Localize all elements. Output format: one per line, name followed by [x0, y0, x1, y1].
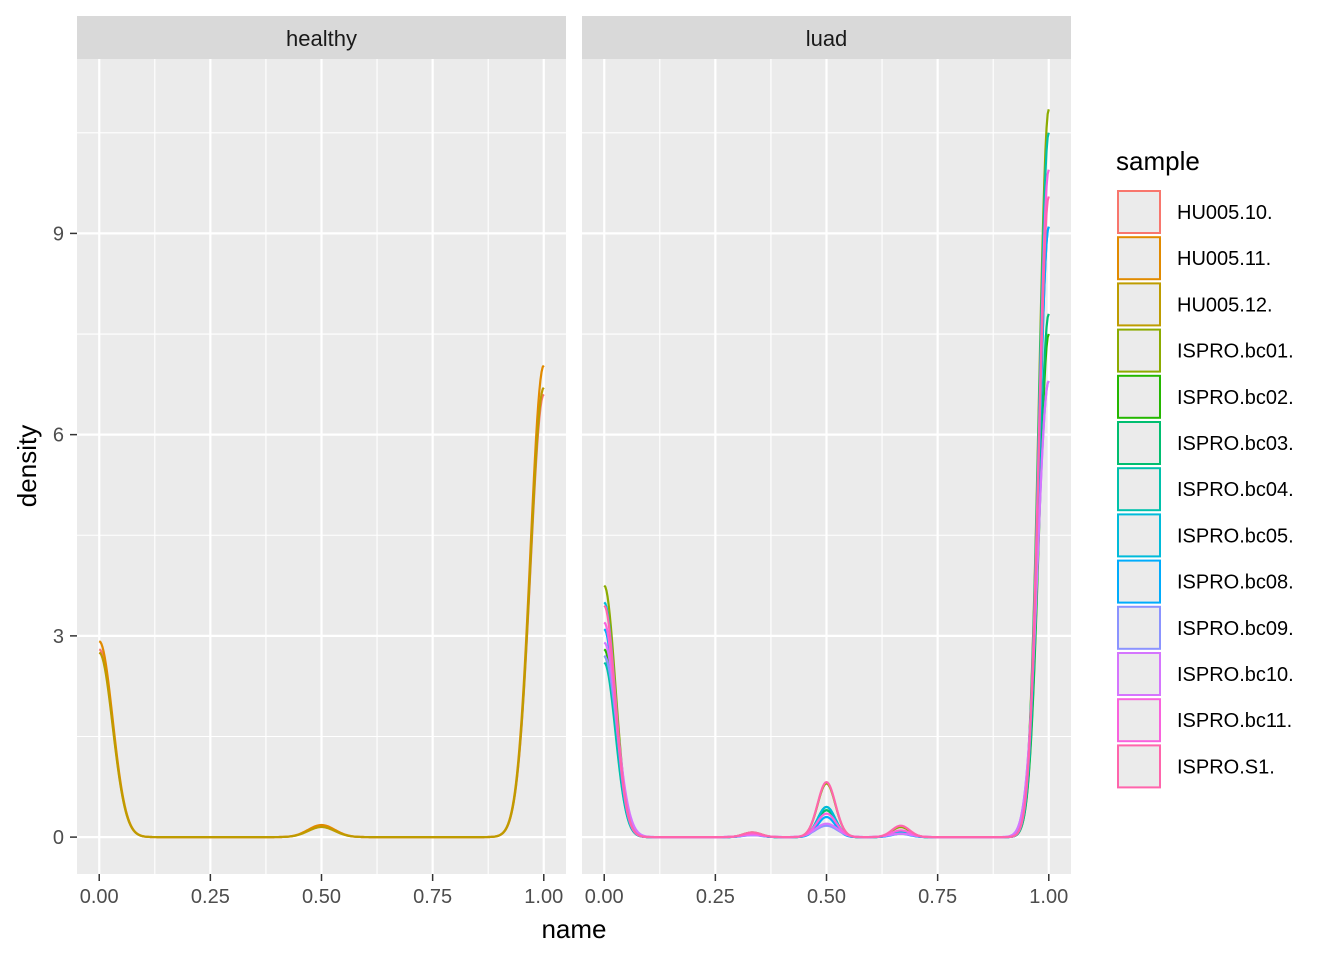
density-lines-luad — [603, 109, 1050, 839]
legend-key — [1117, 328, 1161, 373]
legend-key — [1117, 190, 1161, 234]
legend-label: HU005.11. — [1177, 248, 1271, 270]
legend-key — [1117, 652, 1161, 696]
y-tick-label: 6 — [53, 425, 64, 447]
legend-label: ISPRO.bc05. — [1177, 525, 1294, 547]
legend-key — [1117, 698, 1161, 743]
legend-key — [1117, 467, 1161, 512]
legend-key — [1117, 421, 1161, 465]
x-tick-label: 0.75 — [918, 886, 957, 908]
legend-label: ISPRO.S1. — [1177, 756, 1275, 778]
legend-key — [1117, 282, 1161, 327]
legend-label: ISPRO.bc11. — [1177, 710, 1292, 732]
y-tick-label: 9 — [53, 223, 64, 245]
legend-key — [1117, 559, 1161, 604]
legend-label: ISPRO.bc04. — [1177, 479, 1294, 501]
legend-label: ISPRO.bc09. — [1177, 618, 1294, 640]
x-axis-ticks-luad: 0.00 0.25 0.50 0.75 1.00 — [585, 874, 1068, 908]
legend-label: ISPRO.bc08. — [1177, 572, 1294, 594]
x-tick-label: 0.00 — [80, 886, 119, 908]
x-tick-label: 0.50 — [302, 886, 341, 908]
y-axis-title: density — [12, 425, 42, 507]
legend-label: ISPRO.bc01. — [1177, 341, 1294, 363]
x-axis-title: name — [541, 914, 606, 944]
legend-label: ISPRO.bc02. — [1177, 387, 1294, 409]
density-lines-healthy — [98, 364, 545, 839]
strip-background-healthy — [77, 16, 566, 59]
legend-key — [1117, 513, 1161, 558]
legend-key — [1117, 605, 1161, 650]
legend-label: ISPRO.bc03. — [1177, 433, 1294, 455]
strip-label-luad: luad — [806, 26, 848, 51]
gridlines-luad — [582, 59, 1071, 874]
gridlines-healthy — [77, 59, 566, 874]
x-axis-ticks-healthy: 0.00 0.25 0.50 0.75 1.00 — [80, 874, 563, 908]
x-tick-label: 1.00 — [524, 886, 563, 908]
legend-key — [1117, 744, 1161, 789]
x-tick-label: 0.00 — [585, 886, 624, 908]
strip-background-luad — [582, 16, 1071, 59]
legend-label: ISPRO.bc10. — [1177, 664, 1294, 686]
strip-label-healthy: healthy — [286, 26, 357, 51]
legend-title: sample — [1116, 146, 1200, 176]
legend-label: HU005.12. — [1177, 294, 1273, 316]
density-line-hu005-12 — [98, 387, 545, 839]
y-axis: 0 3 6 9 — [53, 223, 77, 849]
legend-items: HU005.10. HU005.11. HU005.12. ISPRO.bc01. IS… — [1117, 190, 1294, 789]
x-tick-label: 0.25 — [191, 886, 230, 908]
x-tick-label: 0.25 — [696, 886, 735, 908]
panel-luad: luad 0.00 0.25 0.50 0.75 1.00 — [582, 16, 1071, 908]
panels: healthy 0.00 0.25 0.50 0.75 1.00 luad 0.00 0.… — [77, 16, 1071, 908]
legend-key — [1117, 236, 1161, 281]
legend: sample HU005.10. HU005.11. HU005.12. ISPRO.… — [1116, 146, 1294, 789]
density-line-ispro-s1 — [603, 196, 1050, 839]
legend-label: HU005.10. — [1177, 202, 1273, 224]
y-tick-label: 3 — [53, 626, 64, 648]
panel-healthy: healthy 0.00 0.25 0.50 0.75 1.00 — [77, 16, 566, 908]
x-tick-label: 0.50 — [807, 886, 846, 908]
x-tick-label: 0.75 — [413, 886, 452, 908]
x-tick-label: 1.00 — [1029, 886, 1068, 908]
y-tick-label: 0 — [53, 827, 64, 849]
legend-key — [1117, 374, 1161, 419]
